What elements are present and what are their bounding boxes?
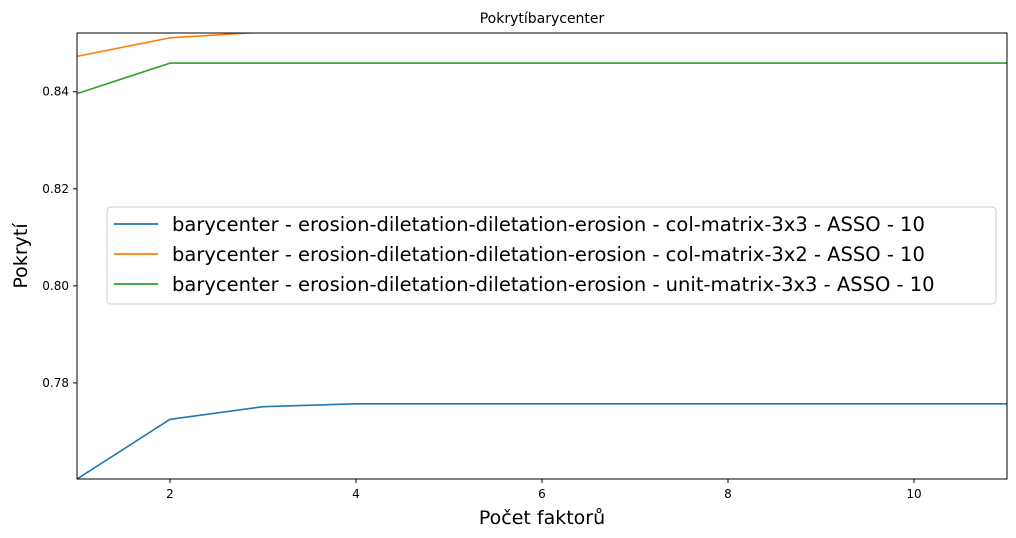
legend: barycenter - erosion-diletation-diletati… — [106, 206, 997, 305]
series-line-1 — [77, 402, 1007, 479]
series-layer — [77, 33, 1007, 479]
x-tick-label: 6 — [538, 487, 546, 501]
legend-box — [106, 206, 997, 305]
x-tick-label: 10 — [906, 487, 921, 501]
y-tick-label: 0.80 — [42, 279, 69, 293]
y-tick-label: 0.84 — [42, 85, 69, 99]
legend-label-1: barycenter - erosion-diletation-diletati… — [172, 213, 925, 236]
y-axis: 0.78 0.80 0.82 0.84 — [42, 85, 77, 390]
legend-label-3: barycenter - erosion-diletation-diletati… — [172, 273, 935, 296]
legend-label-2: barycenter - erosion-diletation-diletati… — [172, 243, 925, 266]
y-axis-label: Pokrytí — [10, 223, 32, 289]
x-tick-label: 2 — [166, 487, 174, 501]
y-tick-label: 0.78 — [42, 376, 69, 390]
x-tick-label: 8 — [724, 487, 732, 501]
chart-title: Pokrytíbarycenter — [480, 11, 605, 27]
x-axis-label: Počet faktorů — [479, 507, 605, 529]
x-tick-label: 4 — [352, 487, 360, 501]
y-tick-label: 0.82 — [42, 182, 69, 196]
series-line-3 — [77, 62, 1007, 95]
x-axis: 2 4 6 8 10 — [166, 479, 922, 501]
series-line-2 — [77, 33, 261, 58]
